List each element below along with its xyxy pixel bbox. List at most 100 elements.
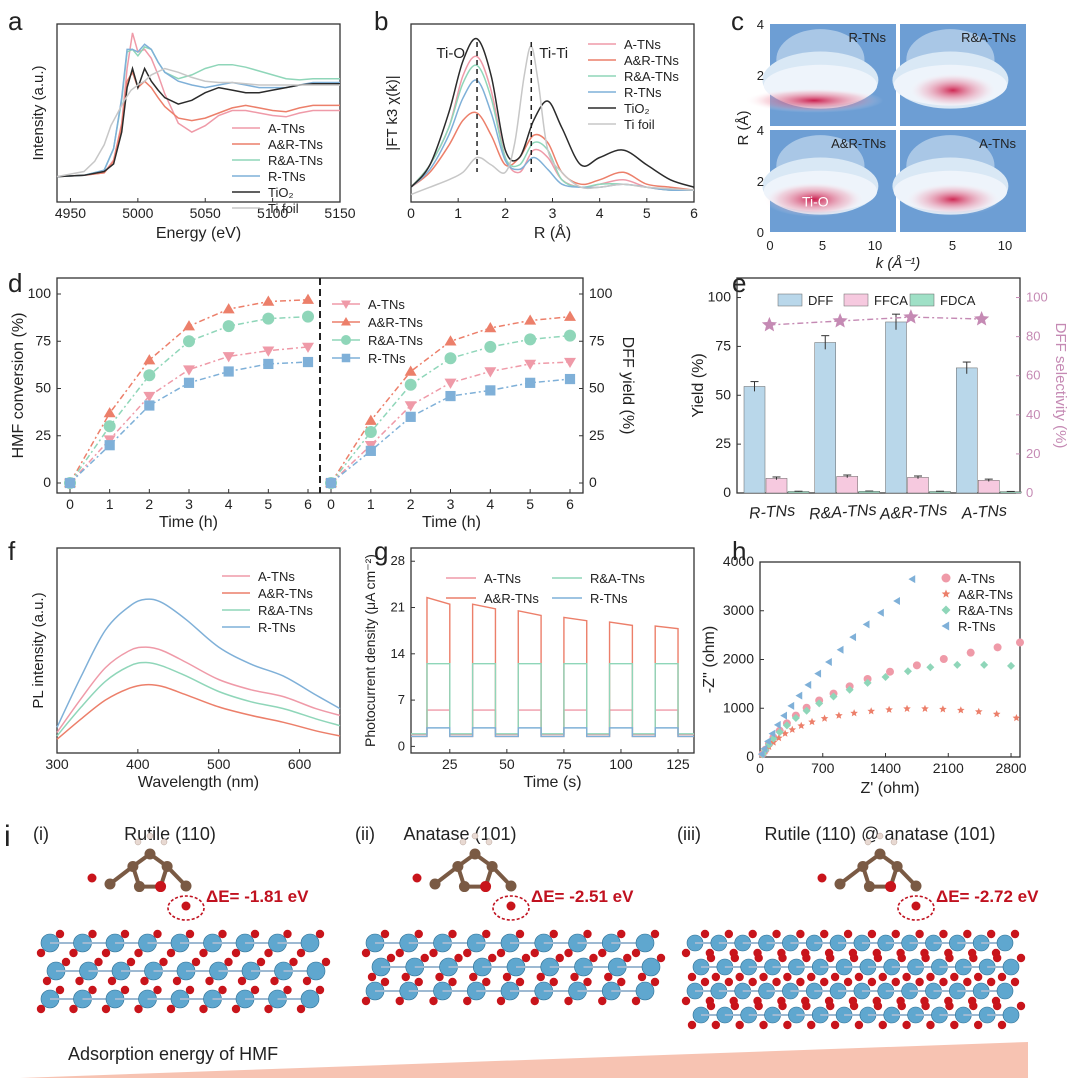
- legend-swatch: [777, 293, 803, 307]
- data-point: [903, 704, 911, 712]
- y-tick-label: 25: [589, 427, 605, 443]
- panel-a-R-TNs: [56, 43, 340, 178]
- data-point: [941, 605, 951, 615]
- energy-gradient-wedge: [20, 1042, 1028, 1078]
- panel-b-annotation: Ti-Ti: [539, 45, 568, 62]
- data-point: [525, 377, 536, 388]
- o-atom: [915, 929, 924, 939]
- ti-atom: [306, 961, 326, 981]
- x-tick-label: 25: [442, 756, 458, 772]
- o-atom: [75, 976, 84, 986]
- o-atom: [429, 996, 438, 1006]
- h-atom: [485, 838, 493, 846]
- legend-label: FDCA: [940, 293, 976, 308]
- bar-FFCA: [765, 478, 788, 494]
- heatmap-label: R-TNs: [848, 30, 886, 45]
- x-tick-label: 4: [486, 496, 494, 512]
- panel-letter-c: c: [731, 6, 744, 36]
- data-point: [484, 322, 497, 333]
- legend-label: R&A-TNs: [958, 603, 1013, 618]
- o-atom: [296, 1004, 306, 1014]
- panel-g-R-TNs: [411, 727, 694, 738]
- o-atom: [939, 929, 948, 939]
- y-tick-label: 80: [1026, 329, 1040, 344]
- o-atom: [36, 1004, 46, 1014]
- o-atom: [807, 1020, 816, 1030]
- data-point: [877, 608, 884, 617]
- data-point: [484, 340, 497, 353]
- o-atom: [631, 996, 641, 1006]
- o-atom: [724, 977, 734, 987]
- panel-d-xlabel-right: Time (h): [422, 514, 481, 531]
- data-point: [939, 655, 948, 664]
- data-point: [183, 377, 195, 388]
- o-atom: [69, 1004, 78, 1014]
- bar-DFF: [814, 342, 836, 494]
- x-tick-label: 5: [643, 205, 651, 221]
- c-atom: [458, 881, 470, 893]
- heatmap-label: A&R-TNs: [831, 136, 886, 151]
- sub-panel-title: Rutile (110): [124, 824, 216, 844]
- legend-label: Ti foil: [624, 117, 655, 132]
- data-point: [845, 685, 854, 694]
- x-tick-label: 0: [756, 760, 764, 776]
- data-point: [143, 369, 156, 382]
- data-point: [825, 657, 832, 666]
- data-point: [975, 707, 983, 715]
- data-point: [775, 734, 783, 742]
- data-point: [757, 750, 765, 759]
- o-atom: [807, 972, 816, 982]
- data-point: [966, 648, 975, 657]
- data-point: [835, 711, 843, 719]
- panel-letter-a: a: [8, 6, 23, 36]
- data-point: [404, 365, 417, 376]
- o-atom: [218, 929, 227, 939]
- data-point: [64, 477, 76, 489]
- y-tick-label: 4: [757, 17, 764, 32]
- o-atom: [231, 1004, 241, 1014]
- o-atom: [963, 977, 972, 987]
- o-atom: [101, 1004, 111, 1014]
- x-tick-label: 2: [145, 496, 153, 512]
- data-point: [863, 678, 872, 687]
- data-point: [781, 729, 789, 737]
- data-point: [524, 314, 537, 325]
- o-atom: [482, 977, 491, 987]
- o-atom: [796, 977, 805, 987]
- y-tick-label: 4: [757, 123, 764, 138]
- legend-label: R&A-TNs: [368, 333, 423, 348]
- y-tick-label: 50: [35, 380, 51, 396]
- x-tick-label: 2800: [995, 760, 1026, 776]
- o-atom: [463, 996, 472, 1006]
- data-point: [262, 346, 275, 357]
- x-tick-label: 5: [949, 238, 956, 253]
- data-point: [886, 667, 894, 676]
- x-tick-label: 50: [499, 756, 515, 772]
- legend-label: R-TNs: [958, 619, 996, 634]
- h-atom: [160, 838, 168, 846]
- y-tick-label: 75: [35, 332, 51, 348]
- data-point: [262, 295, 275, 306]
- y-tick-label: 0: [757, 225, 764, 240]
- x-tick-label: 1: [454, 205, 462, 221]
- data-point: [820, 714, 829, 722]
- o-atom: [120, 929, 130, 939]
- o-atom: [589, 953, 598, 963]
- o-atom: [700, 977, 710, 987]
- o-atom: [181, 901, 191, 911]
- y-tick-label: 25: [35, 427, 51, 443]
- o-atom: [1010, 929, 1020, 939]
- c-atom: [133, 881, 145, 893]
- o-atom: [891, 929, 900, 939]
- o-atom: [264, 948, 273, 958]
- o-atom: [711, 1020, 721, 1030]
- o-atom: [843, 929, 853, 939]
- data-point: [302, 310, 314, 323]
- data-point: [341, 335, 351, 345]
- o-atom: [153, 929, 162, 939]
- o-atom: [536, 972, 545, 982]
- o-atom: [926, 972, 935, 982]
- data-point: [302, 356, 314, 368]
- o-atom: [1016, 953, 1026, 963]
- o-atom: [380, 929, 390, 939]
